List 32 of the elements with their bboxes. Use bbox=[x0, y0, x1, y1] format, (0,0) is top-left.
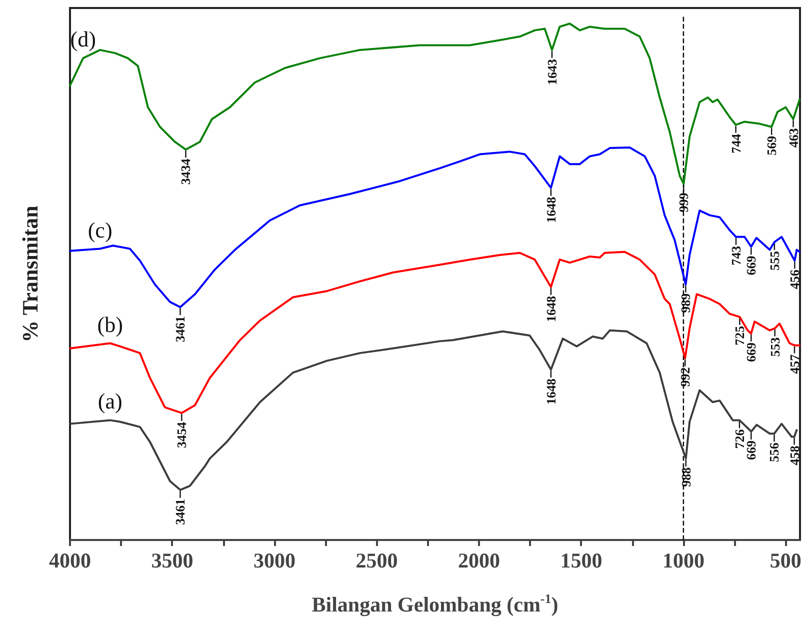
annotation: 553 bbox=[767, 336, 782, 357]
annotation: 463 bbox=[786, 128, 801, 148]
annotation: 555 bbox=[766, 250, 782, 271]
y-axis-title: % Transmitan bbox=[18, 206, 42, 342]
x-tick-label: 2000 bbox=[458, 548, 500, 572]
annotation: 569 bbox=[764, 135, 780, 156]
x-tick-label: 3000 bbox=[253, 548, 296, 572]
series-label: (b) bbox=[97, 312, 123, 337]
annotation: 3434 bbox=[178, 158, 194, 185]
annotation: 456 bbox=[787, 269, 802, 290]
annotation: 3461 bbox=[172, 316, 188, 342]
annotation: 669 bbox=[744, 255, 759, 276]
x-tick-label: 3500 bbox=[151, 548, 194, 572]
annotation: 556 bbox=[766, 442, 782, 462]
annotation: 743 bbox=[728, 245, 744, 266]
annotation: 457 bbox=[786, 354, 802, 374]
x-tick-label: 500 bbox=[770, 548, 802, 572]
series-label: (c) bbox=[88, 217, 112, 242]
annotation: 1648 bbox=[543, 295, 558, 322]
x-tick-label: 1500 bbox=[560, 548, 602, 572]
x-tick-label: 2500 bbox=[356, 548, 398, 572]
annotation: 3454 bbox=[174, 421, 190, 448]
annotation: 458 bbox=[786, 445, 802, 466]
x-tick-label: 1000 bbox=[662, 548, 704, 572]
x-tick-label: 4000 bbox=[49, 548, 91, 572]
series-label: (a) bbox=[98, 388, 122, 414]
annotation: 1648 bbox=[543, 196, 558, 223]
series-label: (d) bbox=[70, 26, 96, 52]
annotation: 1648 bbox=[543, 378, 558, 405]
annotation: 744 bbox=[728, 133, 744, 154]
annotation: 1643 bbox=[544, 58, 560, 85]
annotation: 3461 bbox=[172, 498, 188, 525]
